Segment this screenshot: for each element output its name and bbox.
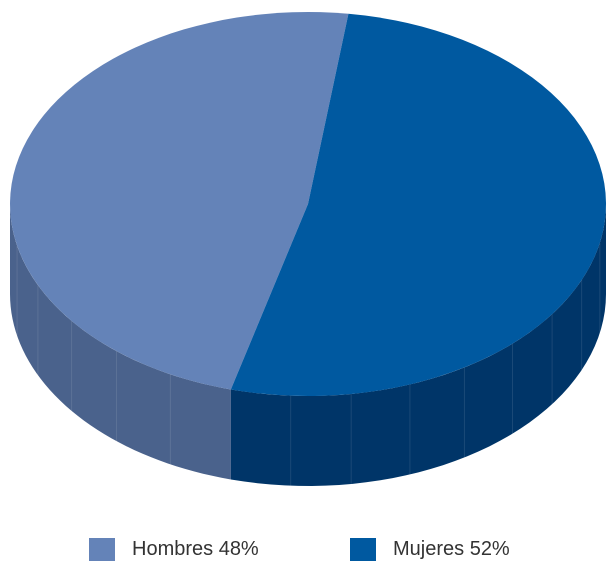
- slice-mujeres: [230, 13, 607, 397]
- legend-label-hombres: Hombres 48%: [132, 538, 259, 560]
- slice-side-hombres: [10, 204, 231, 480]
- legend-item-mujeres: Mujeres 52%: [350, 538, 510, 561]
- chart-legend: Hombres 48% Mujeres 52%: [0, 538, 609, 568]
- slice-side-mujeres: [230, 204, 606, 486]
- legend-swatch-mujeres: [350, 538, 376, 561]
- legend-swatch-hombres: [89, 538, 115, 561]
- slice-hombres: [10, 12, 349, 390]
- legend-label-mujeres: Mujeres 52%: [393, 538, 510, 560]
- legend-item-hombres: Hombres 48%: [89, 538, 259, 561]
